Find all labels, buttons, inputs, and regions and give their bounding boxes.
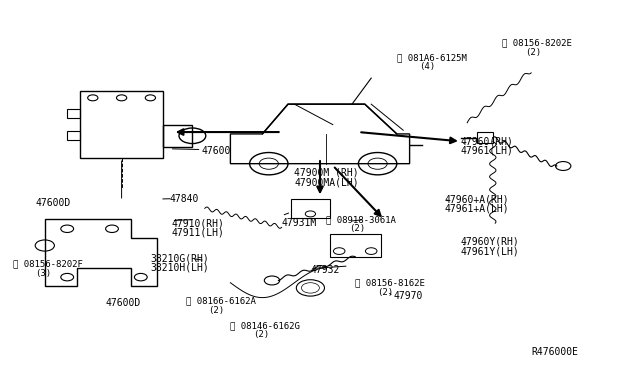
Bar [477, 132, 493, 143]
Text: 47932: 47932 [310, 265, 340, 275]
Bar [291, 199, 330, 218]
Bar [80, 91, 163, 158]
Text: Ⓑ 08156-8202E: Ⓑ 08156-8202E [502, 38, 572, 47]
Text: (3): (3) [35, 269, 51, 278]
Text: 47970: 47970 [394, 291, 423, 301]
Text: (2): (2) [525, 48, 541, 57]
Text: Ⓑ 08156-8162E: Ⓑ 08156-8162E [355, 278, 425, 287]
Text: Ⓑ 081A6-6125M: Ⓑ 081A6-6125M [397, 53, 467, 62]
Text: 47600D: 47600D [106, 298, 141, 308]
Text: 38210H(LH): 38210H(LH) [150, 263, 209, 273]
Text: 47960+A(RH): 47960+A(RH) [445, 194, 509, 204]
Text: (2): (2) [208, 306, 224, 315]
Text: 47960Y(RH): 47960Y(RH) [461, 237, 520, 247]
Text: Ⓑ 08166-6162A: Ⓑ 08166-6162A [186, 297, 255, 306]
Text: Ⓑ 08146-6162G: Ⓑ 08146-6162G [230, 321, 300, 330]
Text: 47600D: 47600D [35, 198, 70, 208]
Text: 47910(RH): 47910(RH) [172, 218, 225, 228]
Text: 38210G(RH): 38210G(RH) [150, 254, 209, 263]
Text: 47900MA(LH): 47900MA(LH) [294, 177, 359, 187]
Text: 47911(LH): 47911(LH) [172, 228, 225, 237]
Text: 47960(RH): 47960(RH) [461, 137, 514, 146]
Text: 47931M: 47931M [282, 218, 317, 228]
Text: 47961+A(LH): 47961+A(LH) [445, 203, 509, 213]
Text: 47600: 47600 [202, 146, 231, 155]
Text: 47961Y(LH): 47961Y(LH) [461, 246, 520, 256]
Bar [330, 234, 381, 257]
Text: R476000E: R476000E [531, 347, 578, 356]
Bar [67, 131, 80, 140]
Text: (4): (4) [419, 62, 435, 71]
Bar [67, 109, 80, 118]
Text: Ⓑ 08156-8202F: Ⓑ 08156-8202F [13, 260, 83, 269]
Text: (2): (2) [253, 330, 269, 339]
Text: (2): (2) [349, 224, 365, 233]
Bar [163, 125, 193, 147]
Text: (2): (2) [378, 288, 394, 296]
Text: 47840: 47840 [170, 194, 199, 204]
Text: 47900M (RH): 47900M (RH) [294, 168, 359, 178]
Text: 47961(LH): 47961(LH) [461, 146, 514, 155]
Text: Ⓝ 08918-3061A: Ⓝ 08918-3061A [326, 215, 396, 224]
